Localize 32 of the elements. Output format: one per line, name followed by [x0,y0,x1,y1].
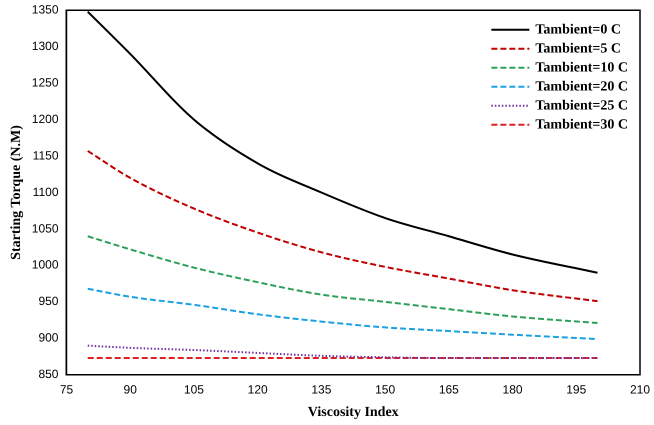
x-tick-label: 105 [184,382,204,396]
line-series [86,235,599,324]
x-tick-label: 180 [502,382,523,396]
legend-label: Tambient=25 C [535,98,628,114]
x-tick-label: 210 [630,382,650,396]
legend-label: Tambient=20 C [535,79,628,94]
legend-label: Tambient=30 C [535,117,628,132]
y-tick-label: 950 [38,294,59,308]
legend-label: Tambient=10 C [535,60,628,76]
y-tick-label: 1200 [32,112,59,126]
y-tick-label: 1100 [32,184,59,199]
y-axis-title: Starting Torque (N.M) [9,124,24,260]
x-tick-label: 165 [438,382,460,396]
y-tick-label: 1300 [32,38,59,53]
x-tick-label: 120 [248,382,268,396]
x-tick-label: 90 [124,382,138,396]
y-tick-label: 1000 [32,258,59,272]
legend-label: Tambient=0 C [535,22,621,38]
y-tick-label: 1050 [32,221,59,236]
y-tick-label: 1250 [32,75,59,90]
x-tick-label: 150 [375,382,396,396]
line-series [86,150,599,302]
line-series [86,344,599,360]
x-tick-label: 195 [566,382,587,396]
y-tick-label: 850 [38,367,59,382]
y-tick-label: 1350 [32,2,59,17]
x-tick-label: 135 [311,382,332,396]
legend-label: Tambient=5 C [535,41,621,56]
y-tick-label: 900 [38,330,59,345]
x-tick-label: 75 [60,382,74,396]
x-axis-title: Viscosity Index [308,405,399,420]
y-tick-label: 1150 [32,148,59,162]
